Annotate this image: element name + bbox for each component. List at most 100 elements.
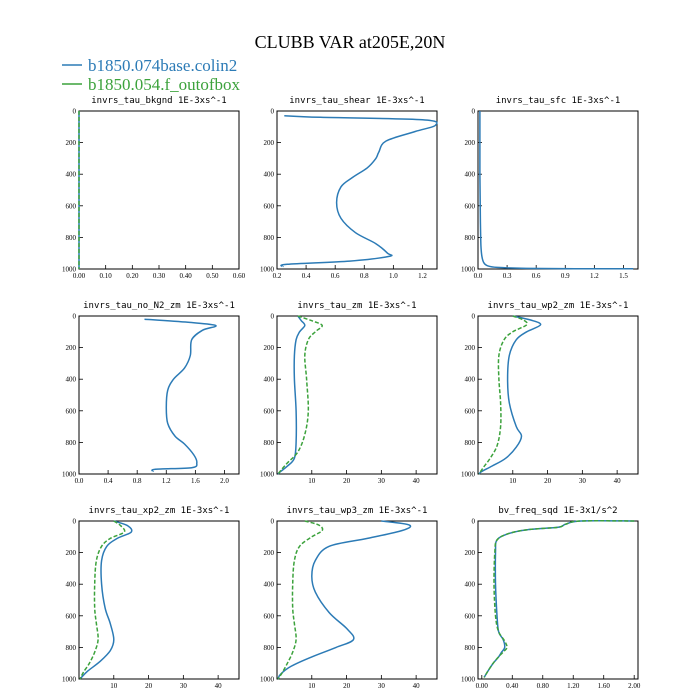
panels: invrs_tau_bkgnd 1E-3xs^-10.00 0.10 0.20 0.3… (62, 96, 641, 690)
series-line-series1 (144, 318, 217, 473)
y-tick-label: 800 (264, 234, 275, 242)
y-tick-label: 400 (264, 376, 275, 384)
x-tick-label: 0.6 (331, 272, 340, 280)
x-tick-label: 30 (378, 682, 386, 690)
y-tick-label: 1000 (260, 266, 275, 274)
panel-title: invrs_tau_bkgnd 1E-3xs^-1 (91, 96, 226, 106)
y-tick-label: 1000 (260, 676, 275, 684)
figure-title: CLUBB VAR at205E,20N (255, 32, 446, 52)
chart-panel: invrs_tau_bkgnd 1E-3xs^-1 0.00 0.10 0.20 0.3… (62, 96, 246, 280)
x-tick-label: 1.20 (567, 682, 580, 690)
x-tick-label: 20 (343, 682, 351, 690)
panel-title: invrs_tau_wp2_zm 1E-3xs^-1 (488, 301, 629, 311)
plot-frame (276, 315, 438, 475)
panel-title: invrs_tau_shear 1E-3xs^-1 (289, 96, 424, 106)
x-tick-label: 1.60 (598, 682, 611, 690)
x-tick-label: 10 (308, 477, 316, 485)
x-tick-label: 0.00 (73, 272, 86, 280)
x-tick-label: 1.0 (389, 272, 398, 280)
x-tick-label: 0.6 (532, 272, 541, 280)
y-tick-label: 400 (264, 171, 275, 179)
plot-frame (477, 110, 639, 270)
y-tick-label: 200 (66, 549, 77, 557)
y-tick-label: 200 (465, 139, 476, 147)
x-tick-label: 0.20 (126, 272, 139, 280)
x-tick-label: 20 (145, 682, 153, 690)
plot-frame (276, 110, 438, 270)
panel-title: invrs_tau_sfc 1E-3xs^-1 (496, 96, 621, 106)
chart-panel: invrs_tau_no_N2_zm 1E-3xs^-1 0.0 0.4 0.8 1.2… (62, 301, 240, 485)
series-line-series2 (483, 520, 635, 678)
x-tick-label: 0.80 (537, 682, 550, 690)
y-tick-label: 200 (465, 549, 476, 557)
x-tick-label: 30 (378, 477, 386, 485)
y-tick-label: 800 (465, 644, 476, 652)
legend-label-series1: b1850.074base.colin2 (88, 56, 237, 75)
x-tick-label: 0.10 (100, 272, 113, 280)
y-tick-label: 200 (66, 344, 77, 352)
x-tick-label: 20 (343, 477, 351, 485)
y-tick-label: 0 (271, 518, 275, 526)
chart-panel: invrs_tau_xp2_zm 1E-3xs^-110 20 30 40020040… (62, 506, 240, 690)
y-tick-label: 400 (264, 581, 275, 589)
y-tick-label: 600 (66, 202, 77, 210)
x-tick-label: 0.8 (360, 272, 369, 280)
panel-title: invrs_tau_no_N2_zm 1E-3xs^-1 (83, 301, 235, 311)
x-tick-label: 40 (215, 682, 223, 690)
chart-panel: invrs_tau_shear 1E-3xs^-1 0.2 0.4 0.6 0.8 1.0… (260, 96, 438, 280)
series-line-series2 (277, 520, 324, 680)
y-tick-label: 800 (66, 439, 77, 447)
series-line-series1 (483, 520, 635, 678)
plot-frame (477, 315, 639, 475)
y-tick-label: 0 (73, 108, 77, 116)
y-tick-label: 800 (465, 234, 476, 242)
x-tick-label: 1.5 (619, 272, 628, 280)
y-tick-label: 800 (66, 644, 77, 652)
x-tick-label: 40 (413, 682, 421, 690)
series-line-series2 (79, 520, 126, 680)
y-tick-label: 0 (472, 518, 476, 526)
plot-frame (477, 520, 639, 680)
plot-frame (276, 520, 438, 680)
panel-title: invrs_tau_zm 1E-3xs^-1 (297, 301, 416, 311)
y-tick-label: 600 (66, 407, 77, 415)
chart-panel: bv_freq_sqd 1E-3x1/s^2 0.00 0.40 0.80 1.20 1.… (461, 506, 641, 690)
y-tick-label: 800 (264, 644, 275, 652)
y-tick-label: 800 (66, 234, 77, 242)
x-tick-label: 0.3 (503, 272, 512, 280)
series-line-series1 (479, 111, 634, 270)
plot-frame (78, 315, 240, 475)
y-tick-label: 400 (66, 171, 77, 179)
x-tick-label: 20 (544, 477, 552, 485)
y-tick-label: 800 (264, 439, 275, 447)
x-tick-label: 40 (614, 477, 622, 485)
y-tick-label: 1000 (461, 266, 476, 274)
y-tick-label: 200 (264, 139, 275, 147)
series-line-series1 (280, 114, 438, 268)
x-tick-label: 0.40 (506, 682, 519, 690)
x-tick-label: 0.4 (302, 272, 311, 280)
x-tick-label: 40 (413, 477, 421, 485)
y-tick-label: 0 (472, 313, 476, 321)
y-tick-label: 600 (264, 202, 275, 210)
chart-panel: invrs_tau_wp2_zm 1E-3xs^-110 20 30 40020040… (461, 301, 639, 485)
x-tick-label: 0.0 (75, 477, 84, 485)
x-tick-label: 0.8 (133, 477, 142, 485)
y-tick-label: 400 (465, 376, 476, 384)
x-tick-label: 0.50 (206, 272, 219, 280)
y-tick-label: 800 (465, 439, 476, 447)
series-line-series1 (478, 315, 542, 475)
panel-title: invrs_tau_wp3_zm 1E-3xs^-1 (287, 506, 428, 516)
y-tick-label: 200 (66, 139, 77, 147)
series-line-series2 (478, 315, 528, 475)
y-tick-label: 1000 (62, 676, 77, 684)
y-tick-label: 1000 (461, 676, 476, 684)
plot-frame (78, 520, 240, 680)
x-tick-label: 1.2 (418, 272, 427, 280)
y-tick-label: 600 (465, 407, 476, 415)
x-tick-label: 0.4 (104, 477, 113, 485)
series-line-series1 (277, 520, 412, 680)
x-tick-label: 30 (579, 477, 587, 485)
chart-panel: invrs_tau_zm 1E-3xs^-110 20 30 400200400600… (260, 301, 438, 485)
